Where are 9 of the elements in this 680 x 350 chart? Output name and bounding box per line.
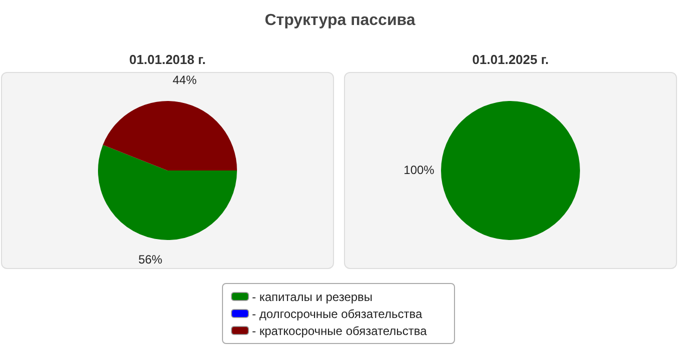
data-label: 56% [138, 252, 163, 267]
data-label: 100% [404, 162, 435, 177]
chart-title: 01.01.2018 г. [128, 51, 207, 69]
legend-label: - краткосрочные обязательства [252, 324, 427, 338]
legend-label: - капиталы и резервы [252, 290, 373, 304]
chart-title: 01.01.2025 г. [471, 51, 550, 69]
text: Структура пассива [264, 12, 416, 30]
data-label: 44% [172, 72, 197, 87]
legend-label: - долгосрочные обязательства [252, 306, 422, 320]
